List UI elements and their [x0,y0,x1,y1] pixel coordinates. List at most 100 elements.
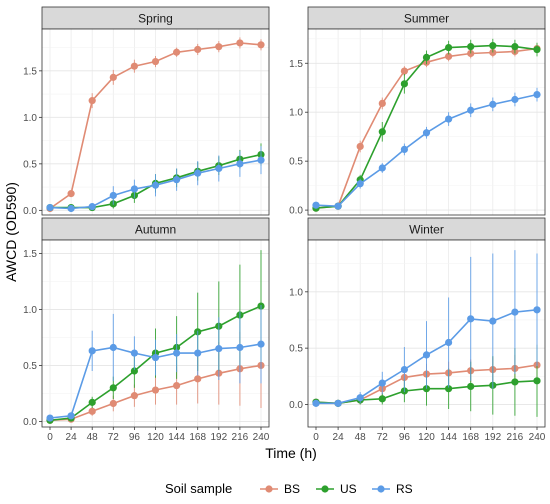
panel-summer: Summer 0.0 0.5 1.0 1.5 [289,6,546,217]
data-point [533,306,541,314]
data-point [334,202,342,210]
data-point [356,394,364,402]
data-point [236,160,244,168]
data-point [378,128,386,136]
data-point [109,73,117,81]
legend-label: US [340,482,357,496]
legend-key-point [265,485,273,493]
data-point [257,41,265,49]
x-tick-label: 48 [355,432,367,443]
data-point [151,353,160,362]
data-point [109,191,117,200]
data-point [215,345,223,353]
x-tick-label: 168 [189,432,206,443]
data-point [67,412,75,420]
panel-winter: Winter 0.0 0.5 1.0 0 24 48 72 96 120 144 168 192 216 2… [289,217,546,443]
data-point [236,343,244,352]
series-rs-spring [46,146,265,213]
y-tick-label: 1.0 [23,305,37,316]
x-tick-label: 240 [253,432,270,443]
x-tick-label: 72 [377,432,389,443]
x-tick-label: 144 [440,432,457,443]
data-point [422,53,431,61]
y-tick-label: 1.0 [23,113,37,124]
data-point [312,399,320,407]
data-point [378,379,386,387]
panel-title-autumn: Autumn [135,223,176,237]
data-point [445,52,453,61]
x-tick-label: 168 [462,432,479,443]
data-point [88,97,96,105]
data-point [378,164,386,172]
data-point [356,142,364,151]
x-tick-label: 144 [168,432,185,443]
data-point [46,414,54,422]
series-rs-autumn [46,304,265,422]
data-point [467,106,475,114]
data-point [445,44,453,52]
series-bs-spring [46,37,265,213]
data-point [334,399,342,407]
data-point [215,164,223,173]
panel-title-summer: Summer [404,12,449,26]
x-tick-label: 48 [87,432,99,443]
data-point [67,190,75,198]
data-point [130,62,138,70]
x-tick-label: 96 [129,432,141,443]
data-point [378,395,386,403]
data-point [130,392,138,400]
x-tick-label: 192 [210,432,227,443]
data-point [533,45,541,54]
data-point [257,340,265,348]
data-point [400,80,408,88]
x-tick-label: 192 [484,432,501,443]
data-point [511,95,519,104]
data-point [130,367,138,375]
x-tick-label: 216 [507,432,524,443]
data-point [422,351,431,359]
data-point [257,156,265,164]
panel-border-spring [41,28,270,216]
x-tick-label: 24 [66,432,78,443]
data-point [109,343,117,352]
panel-title-spring: Spring [138,12,173,26]
panel-border-winter [307,239,546,428]
panel-border-autumn [41,239,270,428]
data-point [467,43,475,51]
data-point [445,385,453,393]
data-point [422,129,431,137]
data-point [533,377,541,385]
data-point [109,384,117,392]
data-point [467,49,475,58]
legend: Soil sample BS US RS [165,481,413,496]
data-point [194,349,202,357]
data-point [467,315,475,323]
data-point [511,308,519,316]
x-axis-title: Time (h) [265,445,317,461]
data-point [489,317,497,325]
data-point [88,398,96,406]
panel-autumn: Autumn 0.0 0.5 1.0 1.5 0 24 48 72 96 120 144 168 192 2… [23,217,270,443]
x-tick-label: 120 [418,432,435,443]
y-tick-label: 0.5 [23,361,37,372]
legend-keys: BS US RS [260,482,413,496]
data-point [489,100,497,108]
panel-border-summer [307,28,546,216]
y-axis-title: AWCD (OD590) [3,182,19,282]
x-tick-label: 216 [232,432,249,443]
data-point [445,338,453,347]
data-point [533,90,541,99]
data-point [173,176,181,184]
data-point [67,204,75,213]
data-point [215,43,223,51]
legend-entry-rs: RS [372,482,413,496]
legend-label: RS [396,482,413,496]
y-tick-label: 1.5 [23,66,37,77]
data-point [194,169,202,177]
data-point [467,382,475,391]
series-rs-winter [312,250,541,407]
legend-entry-us: US [316,482,357,496]
data-point [194,45,202,54]
x-tick-label: 72 [108,432,120,443]
